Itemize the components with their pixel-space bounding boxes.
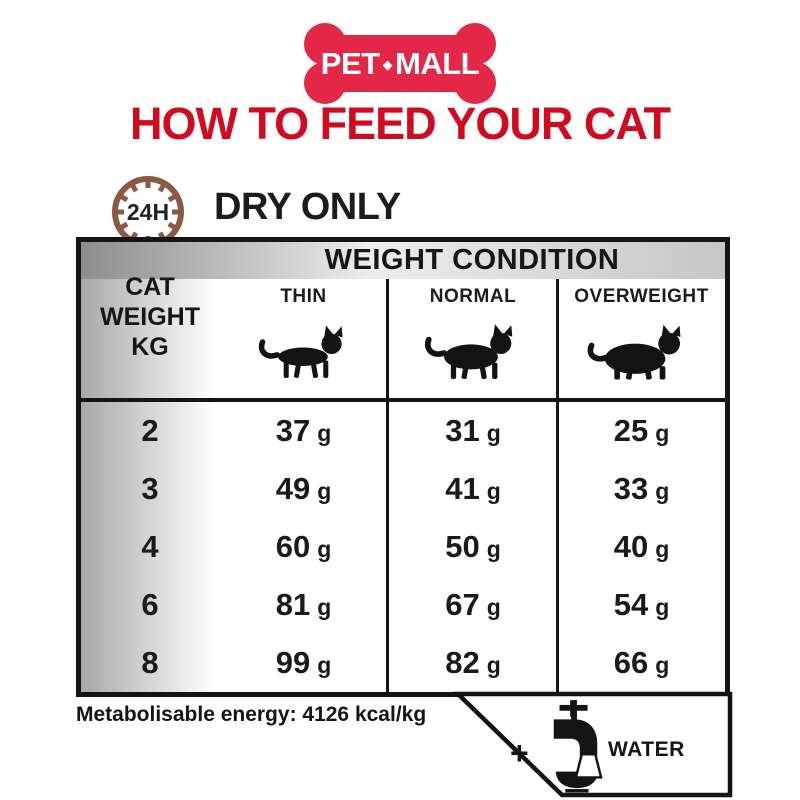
feed-amount: 37 g [275,413,332,448]
column-divider [556,279,559,692]
feed-amount: 33 g [613,471,670,506]
feeding-mode-label: DRY ONLY [214,186,401,228]
feed-amount: 82 g [445,645,501,680]
table-header: WEIGHT CONDITION [81,242,725,279]
plus-sign: + [510,735,529,771]
feed-amount: 49 g [275,471,332,506]
feed-amount: 67 g [445,587,501,622]
feeding-table: WEIGHT CONDITION CAT WEIGHT KG THIN NORM… [76,237,730,697]
water-faucet-icon [546,700,604,798]
logo-part1: PET [320,46,380,81]
feed-amount: 31 g [445,413,501,448]
feed-amount: 81 g [275,587,332,622]
normal-cat-icon [423,322,519,386]
feed-amount: 99 g [275,645,332,680]
table-body: 2 37 g 31 g 25 g 3 49 g 41 g 33 g 4 60 g 50 g 40… [81,402,725,692]
feed-amount: 54 g [613,587,670,622]
clock-badge-text: 24H [127,199,169,225]
kg-value: 4 [141,529,159,564]
kg-value: 6 [141,587,159,622]
energy-note: Metabolisable energy: 4126 kcal/kg [76,703,427,726]
logo-part2: MALL [395,46,480,81]
logo-diamond-icon: ◆ [382,57,393,72]
pet-mall-logo: PET ◆ MALL [298,22,502,106]
feed-amount: 40 g [613,529,670,564]
column-header-thin: THIN [280,286,327,307]
row-header-line: KG [131,333,169,361]
feed-amount: 25 g [613,413,670,448]
overweight-cat-icon [585,322,689,386]
column-header-overweight: OVERWEIGHT [574,286,709,307]
water-label: WATER [608,738,685,761]
column-divider [386,279,389,692]
kg-value: 8 [141,645,159,680]
header-divider [81,398,725,402]
bone-icon [304,23,496,104]
kg-value: 3 [141,471,159,506]
feed-amount: 60 g [275,529,332,564]
page-title: HOW TO FEED YOUR CAT [129,98,671,149]
cat-weight-kg-header: CAT WEIGHT KG [81,272,219,362]
weight-column-background [81,279,219,692]
row-header-line: CAT [125,273,175,301]
kg-value: 2 [141,413,159,448]
column-header-normal: NORMAL [429,286,517,307]
feed-amount: 41 g [445,471,501,506]
row-header-line: WEIGHT [100,303,200,331]
feed-amount: 66 g [613,645,670,680]
logo-text: PET ◆ MALL [298,22,502,106]
thin-cat-icon [257,322,349,386]
feed-amount: 50 g [445,529,501,564]
